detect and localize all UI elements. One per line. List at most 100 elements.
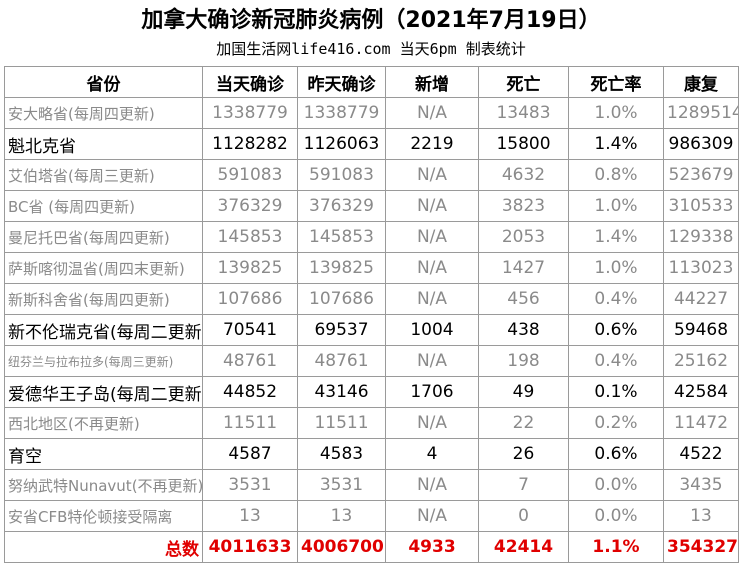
value-cell: 198 xyxy=(478,345,569,377)
value-cell: 1427 xyxy=(478,252,569,284)
value-cell: 1.0% xyxy=(568,190,664,222)
value-cell: 0.1% xyxy=(568,376,664,408)
value-cell: 438 xyxy=(478,314,569,346)
value-cell: 0.8% xyxy=(568,159,664,191)
value-cell: 13 xyxy=(202,500,298,532)
value-cell: N/A xyxy=(385,469,479,501)
value-cell: N/A xyxy=(385,159,479,191)
region-cell: 艾伯塔省(每周三更新) xyxy=(4,159,203,191)
value-cell: 4587 xyxy=(202,438,298,470)
value-cell: 4933 xyxy=(385,531,479,563)
table-row: 育空 4587 4583 4 26 0.6% 4522 xyxy=(4,438,739,470)
region-cell: 萨斯喀彻温省(周四末更新) xyxy=(4,252,203,284)
column-header: 昨天确诊 xyxy=(297,66,386,98)
value-cell: 986309 xyxy=(663,128,739,160)
value-cell: 2219 xyxy=(385,128,479,160)
value-cell: 145853 xyxy=(297,221,386,253)
table-row: 曼尼托巴省(每周四更新) 145853 145853 N/A 2053 1.4% 12933… xyxy=(4,221,739,253)
table-row: 魁北克省 1128282 1126063 2219 15800 1.4% 986309 xyxy=(4,128,739,160)
table-row: 新不伦瑞克省(每周二更新) 70541 69537 1004 438 0.6% 59468 xyxy=(4,314,739,346)
value-cell: 376329 xyxy=(202,190,298,222)
value-cell: 43146 xyxy=(297,376,386,408)
value-cell: 310533 xyxy=(663,190,739,222)
value-cell: 25162 xyxy=(663,345,739,377)
column-header: 省份 xyxy=(4,66,203,98)
value-cell: 0 xyxy=(478,500,569,532)
value-cell: 13483 xyxy=(478,97,569,129)
value-cell: 591083 xyxy=(202,159,298,191)
value-cell: 4583 xyxy=(297,438,386,470)
value-cell: N/A xyxy=(385,190,479,222)
value-cell: 145853 xyxy=(202,221,298,253)
column-header: 死亡 xyxy=(478,66,569,98)
value-cell: N/A xyxy=(385,500,479,532)
value-cell: 3543279 xyxy=(663,531,739,563)
value-cell: 44227 xyxy=(663,283,739,315)
table-row: 努纳武特Nunavut(不再更新) 3531 3531 N/A 7 0.0% 3435 xyxy=(4,469,739,501)
value-cell: 70541 xyxy=(202,314,298,346)
value-cell: 3823 xyxy=(478,190,569,222)
value-cell: 0.4% xyxy=(568,345,664,377)
column-header: 新增 xyxy=(385,66,479,98)
value-cell: 1.1% xyxy=(568,531,664,563)
value-cell: 3435 xyxy=(663,469,739,501)
value-cell: 1.4% xyxy=(568,128,664,160)
value-cell: 26 xyxy=(478,438,569,470)
value-cell: 1.0% xyxy=(568,252,664,284)
value-cell: 1338779 xyxy=(202,97,298,129)
region-cell: 爱德华王子岛(每周二更新) xyxy=(4,376,203,408)
value-cell: 0.4% xyxy=(568,283,664,315)
region-cell: BC省 (每周四更新) xyxy=(4,190,203,222)
value-cell: N/A xyxy=(385,407,479,439)
value-cell: 44852 xyxy=(202,376,298,408)
value-cell: 113023 xyxy=(663,252,739,284)
region-cell: 魁北克省 xyxy=(4,128,203,160)
region-cell: 安省CFB特伦顿接受隔离 xyxy=(4,500,203,532)
table-row: BC省 (每周四更新) 376329 376329 N/A 3823 1.0% 310533 xyxy=(4,190,739,222)
value-cell: 15800 xyxy=(478,128,569,160)
value-cell: 4522 xyxy=(663,438,739,470)
value-cell: 591083 xyxy=(297,159,386,191)
value-cell: 49 xyxy=(478,376,569,408)
value-cell: 69537 xyxy=(297,314,386,346)
table-row: 萨斯喀彻温省(周四末更新) 139825 139825 N/A 1427 1.0% 1130… xyxy=(4,252,739,284)
region-cell: 总数 xyxy=(4,531,203,563)
value-cell: N/A xyxy=(385,97,479,129)
value-cell: 0.6% xyxy=(568,314,664,346)
subtitle: 加国生活网life416.com 当天6pm 制表统计 xyxy=(216,40,526,58)
value-cell: 7 xyxy=(478,469,569,501)
value-cell: 11511 xyxy=(202,407,298,439)
region-cell: 安大略省(每周四更新) xyxy=(4,97,203,129)
value-cell: 59468 xyxy=(663,314,739,346)
value-cell: 456 xyxy=(478,283,569,315)
value-cell: 139825 xyxy=(202,252,298,284)
region-cell: 新不伦瑞克省(每周二更新) xyxy=(4,314,203,346)
value-cell: 107686 xyxy=(297,283,386,315)
value-cell: 11511 xyxy=(297,407,386,439)
value-cell: 22 xyxy=(478,407,569,439)
value-cell: 3531 xyxy=(202,469,298,501)
value-cell: 13 xyxy=(297,500,386,532)
value-cell: 0.0% xyxy=(568,500,664,532)
table-row: 西北地区(不再更新) 11511 11511 N/A 22 0.2% 11472 xyxy=(4,407,739,439)
value-cell: 13 xyxy=(663,500,739,532)
table-row: 安大略省(每周四更新) 1338779 1338779 N/A 13483 1.0% 128… xyxy=(4,97,739,129)
column-header: 死亡率 xyxy=(568,66,664,98)
region-cell: 新斯科舍省(每周四更新) xyxy=(4,283,203,315)
table-row: 新斯科舍省(每周四更新) 107686 107686 N/A 456 0.4% 44227 xyxy=(4,283,739,315)
region-cell: 曼尼托巴省(每周四更新) xyxy=(4,221,203,253)
table-row: 爱德华王子岛(每周二更新) 44852 43146 1706 49 0.1% 42584 xyxy=(4,376,739,408)
value-cell: 4006700 xyxy=(297,531,386,563)
value-cell: 139825 xyxy=(297,252,386,284)
value-cell: 1289514 xyxy=(663,97,739,129)
table-row: 艾伯塔省(每周三更新) 591083 591083 N/A 4632 0.8% 523679 xyxy=(4,159,739,191)
value-cell: N/A xyxy=(385,345,479,377)
region-cell: 育空 xyxy=(4,438,203,470)
value-cell: 11472 xyxy=(663,407,739,439)
value-cell: 1004 xyxy=(385,314,479,346)
value-cell: 1706 xyxy=(385,376,479,408)
value-cell: 0.0% xyxy=(568,469,664,501)
value-cell: 48761 xyxy=(202,345,298,377)
value-cell: 523679 xyxy=(663,159,739,191)
